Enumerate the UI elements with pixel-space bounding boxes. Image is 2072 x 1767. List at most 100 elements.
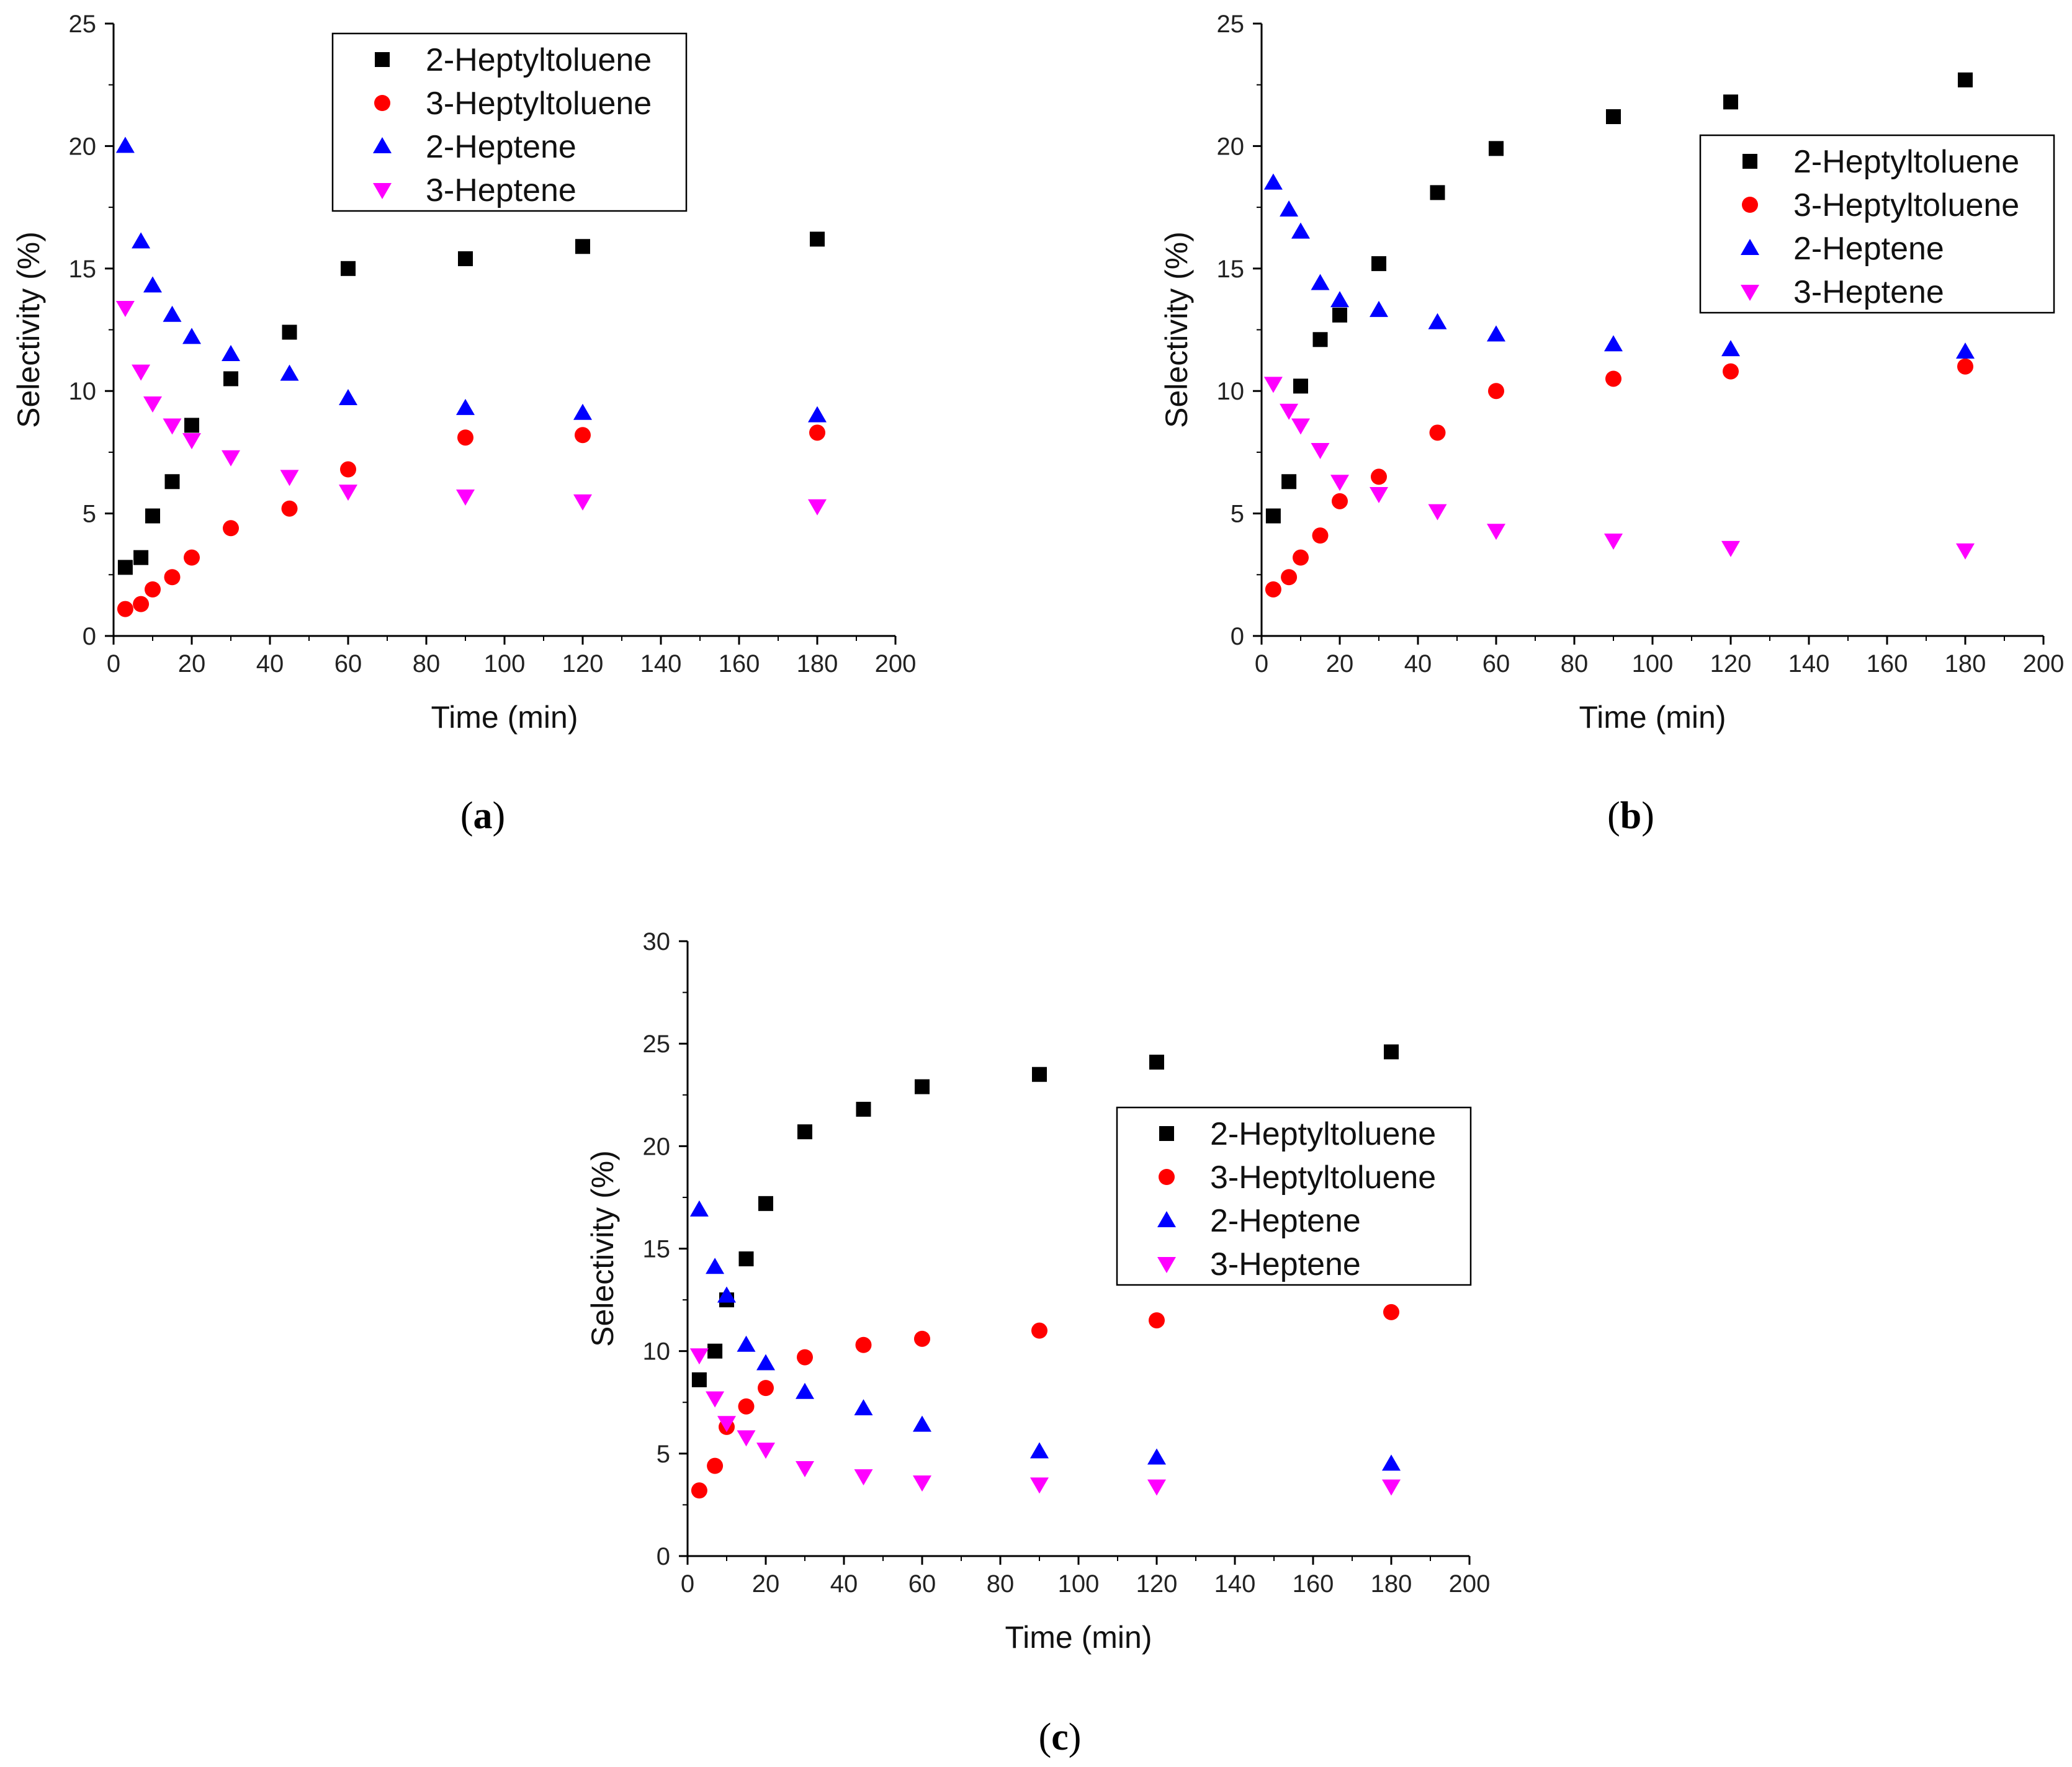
data-point (856, 1101, 871, 1117)
x-tick-label: 140 (640, 650, 682, 678)
data-point (1332, 307, 1347, 323)
panel-label: (b) (1607, 795, 1654, 837)
data-point (689, 1348, 709, 1365)
data-point (1149, 1054, 1164, 1070)
x-tick-label: 120 (562, 650, 604, 678)
y-tick-label: 25 (69, 11, 97, 38)
data-point (915, 1079, 930, 1094)
series-3-heptene (115, 300, 827, 516)
y-tick-label: 20 (643, 1133, 671, 1160)
x-axis-title: Time (min) (1005, 1620, 1152, 1655)
legend-label: 2-Heptyltoluene (426, 42, 652, 78)
data-point (184, 418, 199, 433)
data-point (717, 1286, 736, 1303)
data-point (1330, 475, 1349, 491)
y-tick-label: 20 (1217, 133, 1245, 160)
x-tick-label: 100 (484, 650, 526, 678)
data-point (738, 1398, 755, 1415)
data-point (808, 499, 827, 516)
legend-label: 3-Heptene (1210, 1246, 1361, 1282)
data-point (1291, 222, 1310, 239)
data-point (737, 1335, 756, 1352)
data-point (143, 276, 162, 293)
data-point (132, 232, 151, 249)
y-tick-label: 20 (69, 133, 97, 160)
data-point (280, 470, 299, 486)
legend-label: 2-Heptyltoluene (1210, 1116, 1436, 1152)
data-point (1263, 377, 1283, 393)
y-tick-label: 25 (1217, 11, 1245, 38)
x-tick-label: 200 (2023, 650, 2065, 678)
data-point (1487, 524, 1505, 540)
x-tick-label: 100 (1632, 650, 1674, 678)
x-tick-label: 160 (1293, 1570, 1334, 1598)
x-tick-label: 20 (752, 1570, 780, 1598)
x-tick-label: 160 (719, 650, 760, 678)
x-tick-label: 160 (1867, 650, 1908, 678)
data-point (1721, 540, 1740, 557)
legend-label: 3-Heptene (426, 172, 576, 208)
y-tick-label: 0 (83, 623, 96, 650)
panel-label: (a) (460, 795, 505, 837)
legend: 2-Heptyltoluene 3-Heptyltoluene 2-Heptene 3… (331, 32, 688, 212)
data-point (1030, 1477, 1049, 1494)
chart-panel-c: 0 20 40 60 80 100 120 140 160 180 200 0 5 10 15 20 25 30 T… (585, 928, 1490, 1758)
data-point (222, 344, 240, 361)
data-point (1428, 313, 1447, 329)
legend-marker (374, 95, 390, 111)
data-point (854, 1399, 873, 1416)
x-tick-label: 0 (1255, 650, 1268, 678)
data-point (115, 300, 135, 317)
data-point (133, 550, 149, 565)
x-tick-label: 120 (1136, 1570, 1178, 1598)
x-tick-label: 0 (107, 650, 120, 678)
legend-marker (1741, 285, 1759, 301)
panel-label: (c) (1039, 1716, 1082, 1758)
chart-panel-b: 0 20 40 60 80 100 120 140 160 180 200 0 5 10 15 20 25 Tim… (1159, 11, 2064, 837)
data-point (1956, 543, 1975, 560)
data-point (115, 136, 135, 153)
x-tick-label: 20 (1326, 650, 1354, 678)
data-point (913, 1475, 931, 1492)
data-point (1605, 370, 1621, 387)
data-point (737, 1430, 756, 1447)
data-point (1429, 424, 1446, 441)
legend-marker (373, 183, 392, 199)
legend-marker (1159, 1169, 1175, 1185)
legend-marker (1741, 239, 1759, 255)
data-point (1280, 403, 1299, 420)
data-point (457, 429, 473, 446)
data-point (1332, 493, 1348, 509)
data-point (281, 500, 298, 517)
x-tick-label: 40 (1404, 650, 1432, 678)
data-point (707, 1457, 724, 1474)
series-2-heptene (115, 136, 827, 423)
data-point (1384, 1044, 1399, 1060)
legend-marker (1742, 197, 1758, 213)
data-point (1489, 141, 1504, 156)
data-point (1604, 534, 1623, 550)
x-tick-label: 40 (256, 650, 284, 678)
data-point (184, 549, 200, 566)
data-point (1721, 340, 1740, 357)
data-point (132, 364, 151, 381)
y-tick-label: 5 (657, 1441, 670, 1468)
data-point (117, 560, 133, 575)
data-point (182, 328, 201, 344)
series-2-heptene (1263, 173, 1975, 359)
data-point (1371, 256, 1386, 271)
data-point (809, 424, 825, 441)
data-point (182, 433, 201, 450)
data-point (707, 1343, 723, 1359)
data-point (1265, 508, 1281, 524)
data-point (1312, 527, 1329, 544)
legend-label: 2-Heptene (426, 129, 576, 165)
x-axis-title: Time (min) (1579, 700, 1726, 735)
series-3-heptyltoluene (117, 424, 825, 617)
y-tick-label: 5 (1231, 501, 1244, 528)
legend: 2-Heptyltoluene 3-Heptyltoluene 2-Heptene 3… (1116, 1106, 1472, 1286)
data-point (796, 1382, 814, 1399)
data-point (223, 520, 239, 537)
legend-box (331, 32, 688, 212)
